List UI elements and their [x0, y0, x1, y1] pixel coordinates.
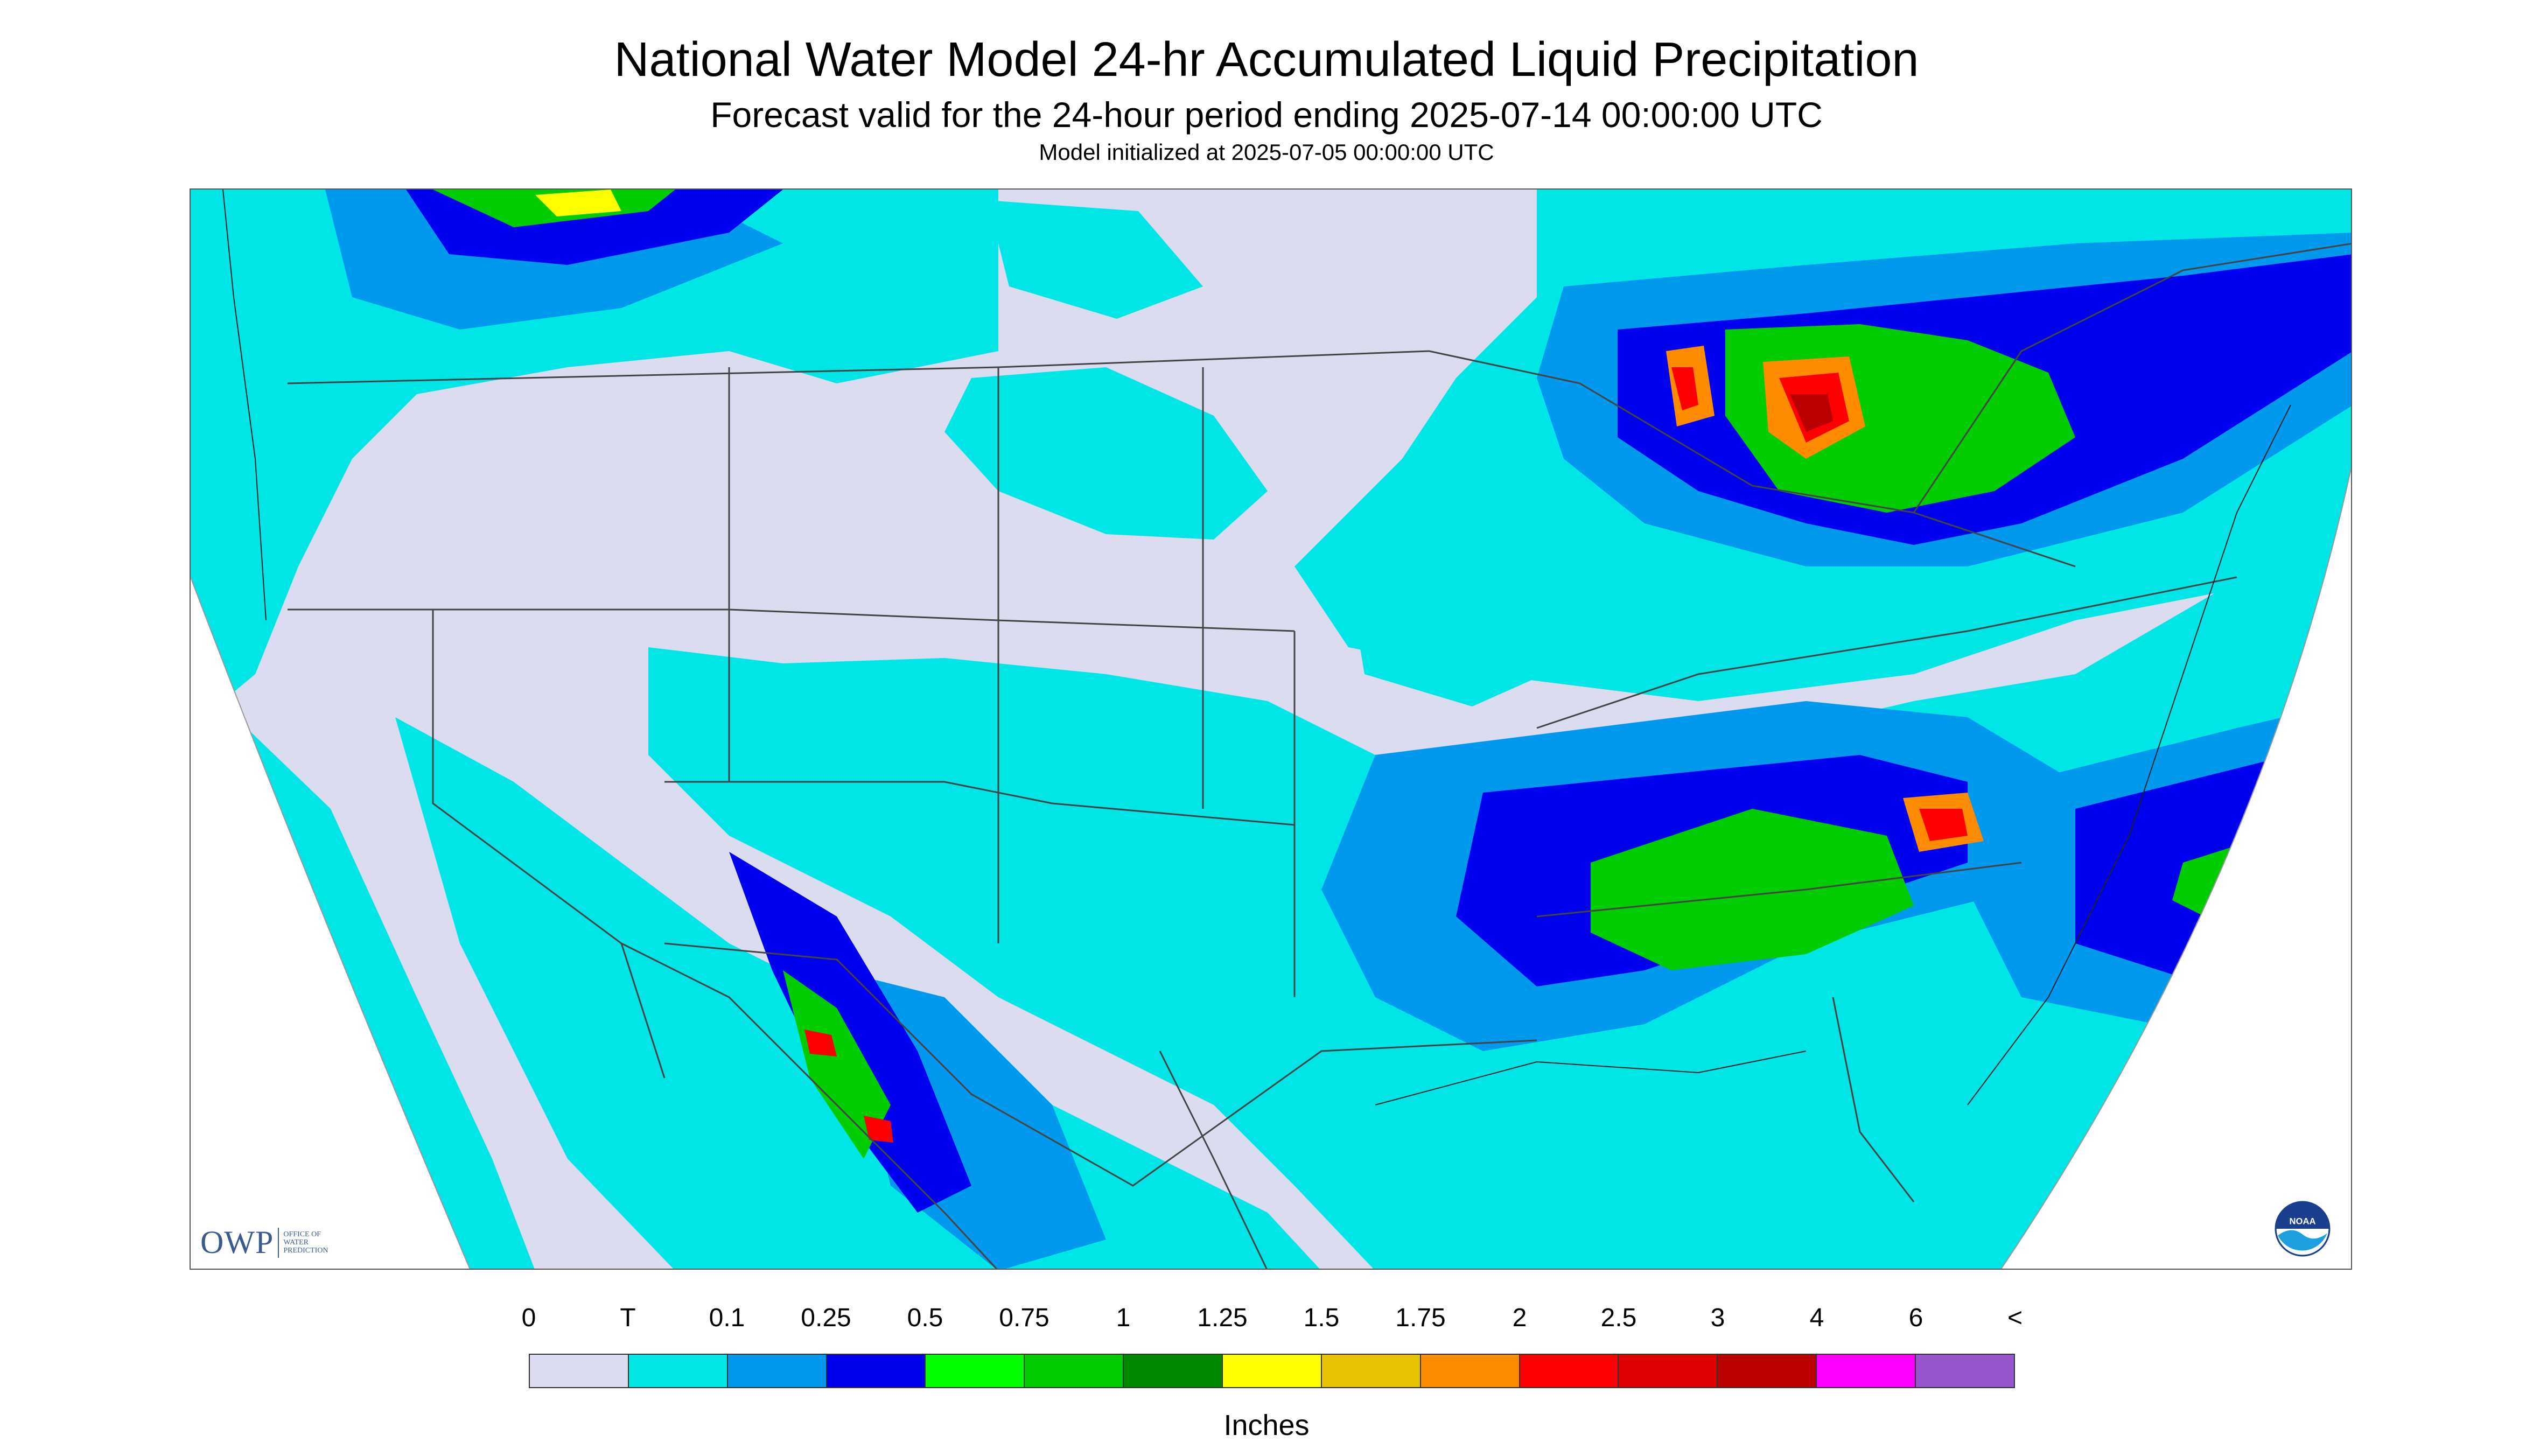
legend-tick-label: 2.5: [1600, 1304, 1637, 1332]
legend-swatch: [530, 1355, 629, 1387]
legend-tick-label: 1.75: [1395, 1304, 1446, 1332]
legend-tick-label: 0: [521, 1304, 536, 1332]
legend-swatch: [1817, 1355, 1916, 1387]
legend-swatch: [1619, 1355, 1718, 1387]
owp-logo-divider: [278, 1227, 279, 1258]
coastlines: [222, 190, 2291, 1105]
legend-tick-label: 4: [1809, 1304, 1824, 1332]
legend-tick-label: 0.5: [907, 1304, 943, 1332]
legend-tick-label: T: [620, 1304, 636, 1332]
legend-swatch: [1718, 1355, 1817, 1387]
legend-swatch: [1916, 1355, 2014, 1387]
legend-tick-labels: 0 T 0.1 0.25 0.5 0.75 1 1.25 1.5 1.75 2 2.5 3 4 6 <: [0, 1305, 2533, 1343]
legend-swatch: [628, 1355, 728, 1387]
map-canvas: [191, 190, 2351, 1269]
legend-tick-label: 1.25: [1197, 1304, 1248, 1332]
legend-swatch: [727, 1355, 827, 1387]
legend-swatch: [1223, 1355, 1322, 1387]
model-domain-edge: [191, 466, 2351, 1269]
map-subtitle: Forecast valid for the 24-hour period en…: [710, 95, 1823, 135]
legend-swatch: [1421, 1355, 1520, 1387]
legend-tick-label: 6: [1908, 1304, 1923, 1332]
owp-logo: OWP OFFICE OF WATER PREDICTION: [200, 1224, 328, 1261]
legend-tick-label: 2: [1512, 1304, 1527, 1332]
noaa-logo-icon: NOAA: [2275, 1201, 2331, 1257]
legend-color-bar: [529, 1354, 2015, 1388]
legend-tick-label: <: [2007, 1304, 2023, 1332]
legend-tick-label: 0.75: [999, 1304, 1049, 1332]
legend-swatch: [926, 1355, 1025, 1387]
legend-tick-label: 0.1: [709, 1304, 745, 1332]
legend-swatch: [827, 1355, 926, 1387]
legend-tick-label: 1.5: [1303, 1304, 1340, 1332]
legend-swatch: [1321, 1355, 1421, 1387]
owp-logo-subtext: OFFICE OF WATER PREDICTION: [283, 1230, 328, 1255]
precip-intense-areas: [535, 190, 1984, 1143]
legend-swatch: [1124, 1355, 1223, 1387]
legend-tick-label: 1: [1116, 1304, 1131, 1332]
legend-swatch: [1025, 1355, 1124, 1387]
legend-swatch: [1520, 1355, 1619, 1387]
legend-tick-label: 3: [1710, 1304, 1725, 1332]
model-init-label: Model initialized at 2025-07-05 00:00:00…: [1039, 139, 1494, 165]
legend-units: Inches: [1223, 1409, 1310, 1441]
legend-tick-label: 0.25: [801, 1304, 851, 1332]
noaa-logo-text: NOAA: [2290, 1216, 2316, 1227]
political-boundaries: [287, 243, 2351, 1269]
map-title: National Water Model 24-hr Accumulated L…: [614, 33, 1919, 87]
precipitation-map: OWP OFFICE OF WATER PREDICTION NOAA: [190, 188, 2352, 1270]
owp-logo-text: OWP: [200, 1224, 274, 1260]
